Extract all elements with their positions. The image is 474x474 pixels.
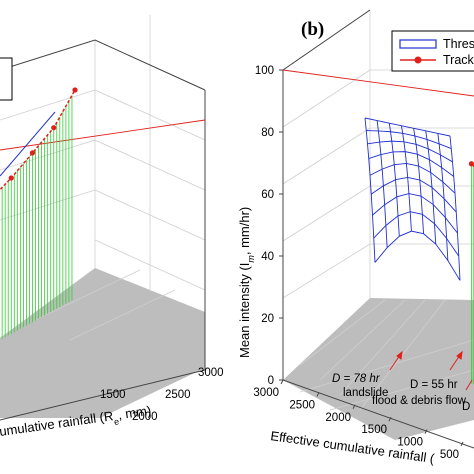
left-track-polyline — [0, 89, 76, 191]
surface-mesh-line — [369, 162, 456, 194]
x-ticks: 3000 2500 2000 1500 1000 500 — [253, 379, 464, 461]
right-panel: (b) 0 20 40 60 80 100 3000 2500 2000 1500 1000 500 — [237, 9, 474, 466]
x-tick-mark — [316, 392, 320, 397]
annotation-arrows — [389, 350, 473, 391]
surface-mesh-line — [366, 130, 452, 149]
left-x-tick: 1500 — [100, 389, 126, 401]
surface-mesh-line — [373, 211, 460, 257]
x-axis-line — [282, 379, 474, 449]
arrowhead — [396, 350, 403, 360]
arrowhead — [456, 350, 463, 360]
surface-mesh-line — [364, 117, 451, 137]
left-track-point — [51, 125, 57, 131]
left-track-point — [8, 175, 14, 181]
left-track — [0, 87, 78, 191]
z-tick-label: 20 — [261, 313, 274, 325]
x-tick-mark — [388, 416, 392, 422]
track-line — [468, 161, 474, 168]
annotation-arrow — [465, 379, 473, 391]
legend-track-label: Track — [443, 53, 474, 67]
left-x-tick: 2500 — [165, 389, 191, 401]
surface-mesh-line — [449, 135, 461, 281]
left-panel: 1500 2000 2500 3000 umulative rainfall (… — [0, 15, 224, 439]
legend-thres-label: Thres — [443, 37, 474, 51]
x-tick-mark — [352, 404, 356, 410]
left-track-point — [29, 150, 36, 156]
x-tick-mark — [424, 429, 428, 434]
left-blue-line — [0, 111, 56, 177]
left-x-ticks: 1500 2000 2500 3000 — [100, 367, 224, 423]
track-point — [468, 161, 474, 167]
annotation-d-cut: D — [462, 401, 470, 413]
legend: Thres Track — [391, 30, 474, 72]
x-tick-label: 2500 — [289, 399, 315, 411]
surface-mesh-line — [368, 151, 455, 177]
x-tick-label: 500 — [440, 449, 459, 461]
left-legend-box — [0, 57, 13, 101]
surface-mesh-line — [367, 140, 453, 163]
z-ticks: 0 20 40 60 80 100 — [255, 65, 283, 387]
annotation-landslide: landslide — [343, 387, 388, 399]
surface-mesh-line — [425, 130, 437, 245]
left-x-tick: 3000 — [198, 367, 224, 379]
left-frame-bottom — [0, 369, 206, 421]
left-x-tick: 2000 — [132, 411, 158, 423]
drop-lines — [470, 163, 474, 385]
surface-mesh-line — [374, 230, 461, 281]
left-drop-lines — [1, 95, 73, 339]
left-red-line — [0, 119, 206, 151]
z-tick-label: 60 — [261, 189, 274, 201]
x-tick-mark — [460, 441, 464, 447]
left-floor — [0, 268, 205, 418]
threshold-surface — [364, 117, 461, 281]
floor-plane — [283, 298, 474, 440]
x-tick-mark — [280, 379, 284, 385]
left-track-point — [72, 87, 78, 93]
x-tick-label: 1000 — [397, 437, 423, 449]
z-tick-label: 100 — [255, 65, 274, 77]
surface-mesh-line — [370, 176, 457, 213]
left-frame-top — [0, 39, 206, 91]
z-tick-label: 40 — [261, 251, 274, 263]
x-tick-label: 3000 — [253, 387, 279, 399]
z-tick-label: 0 — [268, 375, 274, 387]
x-tick-label: 1500 — [361, 424, 387, 436]
annotation-flood: flood & debris flow — [372, 395, 467, 407]
surface-mesh-line — [372, 193, 458, 234]
legend-thres-swatch — [399, 39, 437, 49]
panel-label: (b) — [301, 19, 324, 40]
z-tick-label: 80 — [261, 127, 274, 139]
x-tick-label: 2000 — [325, 412, 351, 424]
red-projection-line — [282, 69, 474, 97]
z-axis-label: Mean intensity (Im, mm/hr) — [237, 207, 256, 358]
annotation-d55: D = 55 hr — [410, 379, 458, 391]
annotation-d78: D = 78 hr — [332, 373, 381, 385]
surface-mesh-line — [376, 120, 388, 248]
legend-track-marker — [414, 56, 422, 64]
back-top-edge — [282, 9, 371, 71]
legend-box — [391, 30, 474, 72]
